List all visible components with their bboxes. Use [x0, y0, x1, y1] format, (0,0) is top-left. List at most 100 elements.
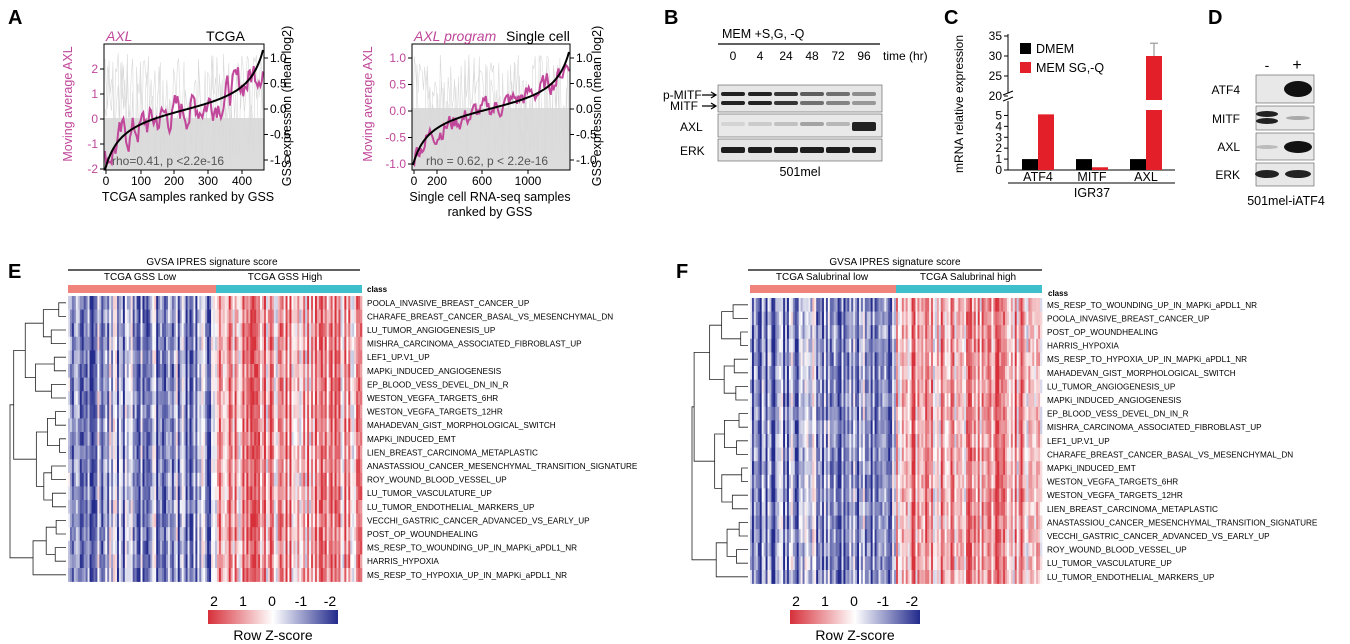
- heatmap-cell: [118, 432, 122, 446]
- heatmap-cell: [240, 459, 243, 474]
- heatmap-cell: [779, 420, 782, 435]
- heatmap-cell: [812, 393, 815, 408]
- heatmap-cell: [866, 352, 870, 367]
- heatmap-cell: [309, 377, 312, 392]
- heatmap-cell: [857, 298, 860, 312]
- heatmap-cell: [338, 418, 341, 433]
- heatmap-cell: [299, 459, 302, 474]
- heatmap-cell: [136, 540, 139, 555]
- heatmap-cell: [833, 434, 836, 448]
- heatmap-cell: [175, 568, 179, 582]
- heatmap-cell: [293, 309, 296, 324]
- heatmap-cell: [181, 404, 184, 419]
- heatmap-cell: [232, 391, 235, 406]
- heatmap-cell: [68, 418, 71, 433]
- heatmap-cell: [942, 352, 945, 367]
- column-label-minus: -: [1265, 57, 1270, 73]
- heatmap-cell: [775, 352, 778, 367]
- heatmap-cell: [781, 298, 784, 312]
- heatmap-cell: [238, 404, 241, 419]
- heatmap-cell: [197, 418, 200, 433]
- heatmap-cell: [230, 432, 233, 446]
- heatmap-cell: [273, 391, 277, 406]
- heatmap-cell: [960, 393, 963, 408]
- heatmap-cell: [316, 323, 320, 338]
- heatmap-cell: [884, 366, 887, 380]
- heatmap-cell: [285, 459, 288, 474]
- heatmap-cell: [75, 500, 79, 514]
- heatmap-cell: [83, 500, 86, 514]
- heatmap-cell: [289, 568, 292, 582]
- heatmap-cell: [185, 391, 188, 406]
- heatmap-cell: [203, 500, 206, 514]
- heatmap-cell: [187, 391, 190, 406]
- heatmap-cell: [250, 391, 253, 406]
- heatmap-cell: [979, 366, 982, 380]
- heatmap-cell: [185, 364, 188, 378]
- heatmap-cell: [857, 420, 860, 435]
- heatmap-cell: [934, 379, 938, 394]
- heatmap-cell: [226, 377, 230, 392]
- heatmap-cell: [806, 434, 809, 448]
- heatmap-cell: [160, 459, 163, 474]
- heatmap-cell: [167, 350, 171, 365]
- heatmap-cell: [273, 527, 277, 542]
- heatmap-cell: [890, 406, 893, 421]
- heatmap-cell: [831, 352, 835, 367]
- heatmap-cell: [1030, 311, 1033, 326]
- heatmap-cell: [915, 352, 918, 367]
- heatmap-cell: [240, 296, 243, 310]
- heatmap-cell: [311, 568, 314, 582]
- heatmap-cell: [218, 391, 222, 406]
- heatmap-cell: [140, 568, 143, 582]
- heatmap-cell: [822, 379, 825, 394]
- heatmap-cell: [260, 554, 263, 569]
- heatmap-cell: [309, 459, 312, 474]
- heatmap-cell: [122, 554, 126, 569]
- heatmap-cell: [77, 350, 81, 365]
- heatmap-cell: [320, 568, 324, 582]
- heatmap-cell: [189, 527, 192, 542]
- heatmap-cell: [839, 366, 842, 380]
- heatmap-cell: [142, 418, 145, 433]
- heatmap-cell: [765, 406, 768, 421]
- heatmap-cell: [209, 404, 212, 419]
- heatmap-cell: [275, 459, 279, 474]
- heatmap-cell: [328, 391, 331, 406]
- heatmap-cell: [332, 418, 335, 433]
- heatmap-cell: [771, 420, 774, 435]
- heatmap-cell: [103, 513, 106, 528]
- heatmap-cell: [154, 513, 157, 528]
- heatmap-cell: [808, 298, 811, 312]
- heatmap-cell: [248, 540, 251, 555]
- heatmap-cell: [950, 352, 953, 367]
- heatmap-cell: [779, 325, 782, 340]
- heatmap-cell: [864, 379, 868, 394]
- heatmap-cell: [85, 486, 88, 501]
- heatmap-cell: [162, 486, 165, 501]
- heatmap-cell: [275, 513, 279, 528]
- heatmap-cell: [281, 336, 284, 351]
- heatmap-cell: [185, 527, 188, 542]
- heatmap-cell: [209, 486, 212, 501]
- heatmap-cell: [911, 298, 914, 312]
- heatmap-cell: [851, 366, 854, 380]
- heatmap-cell: [340, 568, 343, 582]
- heatmap-cell: [340, 472, 343, 487]
- heatmap-cell: [187, 404, 190, 419]
- heatmap-cell: [126, 527, 130, 542]
- heatmap-cell: [334, 336, 337, 351]
- heatmap-cell: [126, 432, 130, 446]
- heatmap-cell: [313, 472, 316, 487]
- heatmap-cell: [158, 350, 161, 365]
- heatmap-cell: [105, 323, 108, 338]
- heatmap-cell: [124, 336, 128, 351]
- heatmap-cell: [73, 459, 77, 474]
- heatmap-cell: [183, 513, 186, 528]
- heatmap-cell: [275, 445, 279, 460]
- heatmap-cell: [1036, 298, 1039, 312]
- heatmap-cell: [332, 445, 335, 460]
- heatmap-cell: [122, 445, 126, 460]
- heatmap-cell: [804, 420, 807, 435]
- heatmap-cell: [318, 404, 322, 419]
